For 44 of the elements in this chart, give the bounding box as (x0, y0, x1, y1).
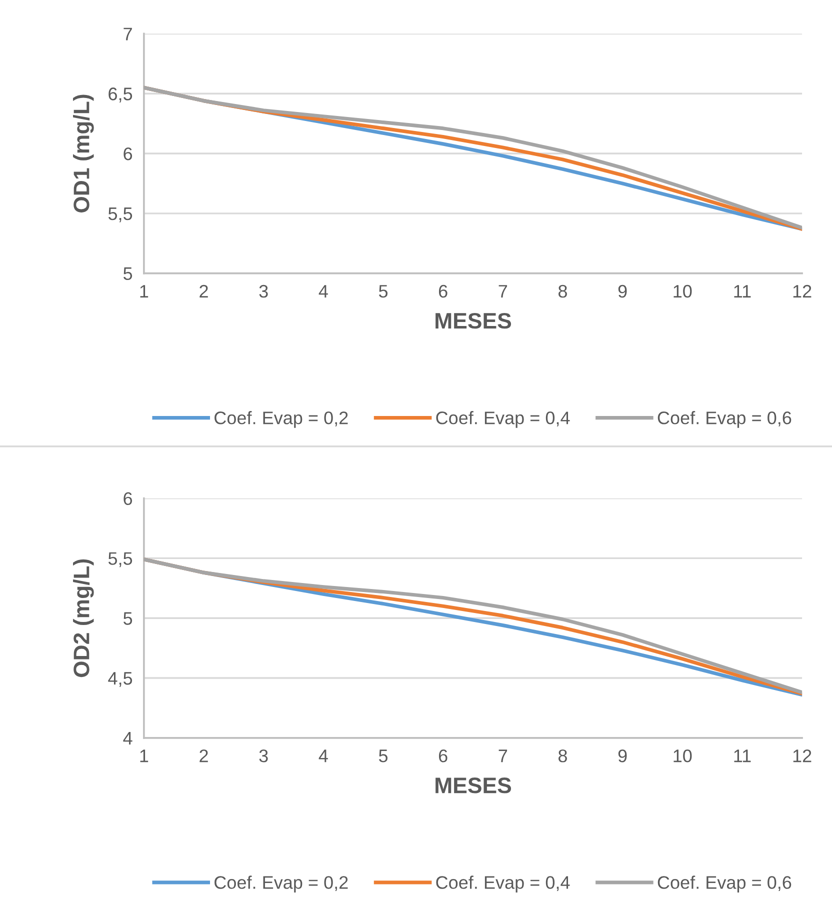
y-tick-label: 4,5 (108, 672, 132, 687)
x-tick-label: 1 (140, 285, 148, 298)
x-tick-label: 4 (318, 285, 328, 298)
y-tick-label: 5,5 (108, 552, 132, 568)
legend-label: Coef. Evap = 0,4 (436, 876, 570, 892)
y-axis-title: OD2 (mg/L) (73, 559, 94, 678)
y-tick-label: 6 (124, 147, 132, 160)
y-tick-label: 7 (124, 28, 132, 40)
x-axis-title: MESES (436, 312, 512, 329)
y-tick-label: 5,5 (108, 208, 132, 222)
x-tick-label: 2 (200, 284, 208, 298)
x-tick-label: 2 (200, 750, 208, 762)
x-tick-label: 7 (498, 750, 508, 762)
x-tick-label: 6 (438, 750, 448, 762)
y-tick-label: 5 (124, 267, 132, 280)
x-axis-title: MESES (436, 778, 512, 794)
x-tick-label: 12 (793, 750, 812, 762)
x-tick-label: 1 (140, 750, 148, 762)
y-tick-label: 4 (123, 732, 132, 744)
x-tick-label: 4 (318, 750, 328, 762)
y-axis-title: OD1 (mg/L) (73, 94, 94, 212)
x-tick-label: 8 (558, 284, 567, 298)
x-tick-label: 11 (734, 750, 751, 762)
legend-label: Coef. Evap = 0,6 (658, 876, 792, 892)
x-tick-label: 9 (618, 750, 627, 762)
x-tick-label: 10 (674, 750, 692, 762)
x-tick-label: 3 (259, 750, 268, 762)
x-tick-label: 5 (378, 285, 388, 298)
x-tick-label: 12 (793, 284, 812, 298)
x-tick-label: 5 (378, 750, 388, 762)
legend-label: Coef. Evap = 0,6 (658, 411, 792, 428)
x-tick-label: 3 (259, 284, 268, 298)
legend-label: Coef. Evap = 0,2 (214, 876, 348, 892)
y-tick-label: 6 (124, 492, 132, 506)
x-tick-label: 11 (734, 285, 751, 298)
legend-label: Coef. Evap = 0,4 (436, 411, 570, 428)
x-tick-label: 8 (558, 750, 567, 762)
x-tick-label: 10 (674, 284, 692, 298)
y-tick-label: 5 (124, 612, 132, 625)
legend-label: Coef. Evap = 0,2 (214, 411, 348, 428)
x-tick-label: 7 (498, 285, 508, 298)
x-tick-label: 6 (438, 284, 448, 298)
x-tick-label: 9 (618, 284, 627, 298)
y-tick-label: 6,5 (108, 88, 132, 102)
